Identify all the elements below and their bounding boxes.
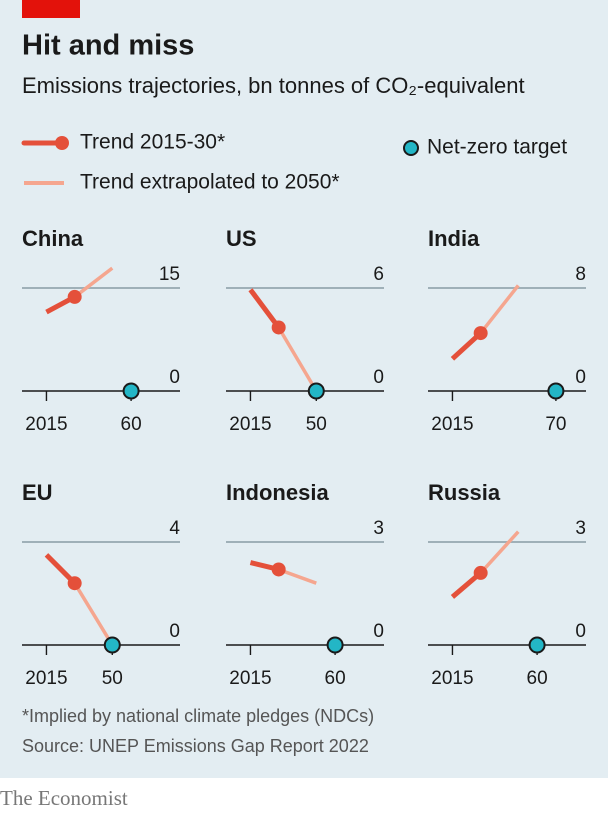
- x-tick-label: 2015: [229, 668, 271, 689]
- y-tick-label: 0: [373, 367, 384, 388]
- brand-tag: [22, 0, 80, 18]
- x-tick-label: 70: [545, 414, 566, 435]
- y-tick-label: 0: [575, 621, 586, 642]
- background: [0, 0, 608, 778]
- trend-dot: [271, 562, 286, 577]
- legend-swatch: [55, 136, 69, 150]
- extrapolated-line: [73, 266, 114, 299]
- y-tick-label: 15: [159, 264, 180, 285]
- net-zero-dot: [103, 636, 121, 654]
- y-tick-label: 3: [575, 518, 586, 539]
- trend-dot: [271, 320, 286, 335]
- y-tick-label: 3: [373, 518, 384, 539]
- trend-dot: [473, 326, 488, 341]
- footnote: *Implied by national climate pledges (ND…: [22, 706, 374, 726]
- x-tick-label: 60: [325, 668, 346, 689]
- chart-subtitle: Emissions trajectories, bn tonnes of CO₂…: [22, 73, 525, 98]
- trend-line: [248, 288, 281, 329]
- y-tick-label: 0: [373, 621, 384, 642]
- chart-title: Hit and miss: [22, 30, 194, 62]
- net-zero-dot: [307, 382, 325, 400]
- legend-label: Trend extrapolated to 2050*: [80, 171, 340, 194]
- trend-dot: [473, 565, 488, 580]
- panel-title: EU: [22, 480, 53, 505]
- x-tick-label: 2015: [25, 668, 67, 689]
- net-zero-dot: [122, 382, 140, 400]
- brand: The Economist: [0, 786, 128, 810]
- x-tick-label: 2015: [431, 668, 473, 689]
- trend-dot: [67, 576, 82, 591]
- y-tick-label: 0: [169, 367, 180, 388]
- x-tick-label: 2015: [229, 414, 271, 435]
- x-tick-label: 60: [121, 414, 142, 435]
- trend-dot: [67, 289, 82, 304]
- y-tick-label: 6: [373, 264, 384, 285]
- panel-title: China: [22, 226, 84, 251]
- legend-swatch: [403, 140, 419, 156]
- x-tick-label: 2015: [25, 414, 67, 435]
- extrapolated-line: [479, 284, 520, 335]
- x-tick-label: 2015: [431, 414, 473, 435]
- extrapolated-line: [73, 582, 114, 646]
- panel-title: US: [226, 226, 257, 251]
- x-tick-label: 50: [102, 668, 123, 689]
- y-tick-label: 0: [575, 367, 586, 388]
- y-tick-label: 4: [169, 518, 180, 539]
- panel-title: Indonesia: [226, 480, 329, 505]
- panel-title: Russia: [428, 480, 501, 505]
- source: Source: UNEP Emissions Gap Report 2022: [22, 736, 369, 756]
- x-tick-label: 60: [527, 668, 548, 689]
- y-tick-label: 0: [169, 621, 180, 642]
- net-zero-dot: [326, 636, 344, 654]
- y-tick-label: 8: [575, 264, 586, 285]
- legend-label: Net-zero target: [427, 136, 567, 159]
- net-zero-dot: [528, 636, 546, 654]
- x-tick-label: 50: [306, 414, 327, 435]
- extrapolated-line: [479, 530, 520, 575]
- net-zero-dot: [547, 382, 565, 400]
- panel-title: India: [428, 226, 480, 251]
- legend-label: Trend 2015-30*: [80, 131, 225, 154]
- extrapolated-line: [277, 326, 318, 392]
